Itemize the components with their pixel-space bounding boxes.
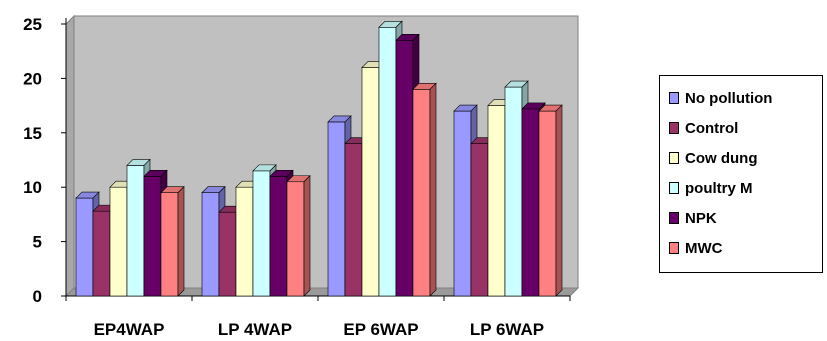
bar-side [303, 175, 311, 297]
bar-side [177, 185, 185, 297]
bar-front [538, 110, 557, 297]
legend-label: Cow dung [685, 149, 758, 167]
bar-front [92, 210, 111, 297]
bar-front [201, 192, 220, 297]
plot-side-wall [65, 14, 75, 298]
y-axis [61, 18, 67, 297]
bar-chart: 0 5 10 15 20 25 EP4WAP LP 4WAP EP 6WAP LP 6WAP [23, 14, 580, 339]
x-axis [65, 295, 571, 301]
legend-label: NPK [685, 209, 717, 227]
x-category-label: LP 4WAP [218, 320, 292, 339]
bar-front [126, 165, 145, 297]
bar-front [75, 197, 94, 297]
legend-item: Control [669, 113, 822, 143]
x-category-label: EP 6WAP [343, 320, 418, 339]
bar-front [521, 108, 540, 297]
legend-item: Cow dung [669, 143, 822, 173]
x-category-labels: EP4WAP LP 4WAP EP 6WAP LP 6WAP [94, 320, 545, 339]
bar-front [327, 121, 346, 297]
y-tick-label: 20 [23, 69, 42, 88]
bar-series-group [75, 20, 563, 297]
legend-item: MWC [669, 233, 822, 263]
legend-swatch [669, 212, 679, 224]
legend-item: NPK [669, 203, 822, 233]
bar-front [286, 181, 305, 297]
bar-front [361, 67, 380, 297]
legend-swatch [669, 182, 679, 194]
legend-label: poultry M [685, 179, 753, 197]
x-category-label: LP 6WAP [470, 320, 544, 339]
legend: No pollution Control Cow dung poultry M NPK M… [659, 75, 823, 273]
bar-front [252, 170, 271, 297]
legend-item: No pollution [669, 83, 822, 113]
bar [160, 185, 185, 297]
legend-swatch [669, 92, 679, 104]
bar [286, 175, 311, 297]
bar-front [344, 143, 363, 297]
bar-front [504, 86, 523, 297]
bar-front [378, 26, 397, 297]
bar [412, 82, 437, 297]
bar-front [470, 143, 489, 297]
y-tick-label: 10 [23, 178, 42, 197]
bar-side [429, 82, 437, 297]
bar-front [487, 105, 506, 297]
bar-front [269, 176, 288, 297]
legend-swatch [669, 122, 679, 134]
legend-swatch [669, 242, 679, 254]
y-tick-label: 25 [23, 15, 42, 34]
y-tick-label: 5 [33, 233, 42, 252]
x-category-label: EP4WAP [94, 320, 165, 339]
bar-front [395, 40, 414, 297]
legend-label: No pollution [685, 89, 773, 107]
legend-swatch [669, 152, 679, 164]
y-tick-label: 0 [33, 287, 42, 306]
bar-front [143, 176, 162, 297]
y-tick-labels: 0 5 10 15 20 25 [23, 15, 42, 306]
legend-item: poultry M [669, 173, 822, 203]
bar [538, 104, 563, 297]
legend-label: MWC [685, 239, 723, 257]
bar-front [218, 211, 237, 297]
legend-label: Control [685, 119, 739, 137]
bar-front [109, 186, 128, 297]
bar-side [555, 104, 563, 297]
bar-front [453, 110, 472, 297]
bar-front [412, 88, 431, 297]
bar-front [160, 192, 179, 297]
bar-front [235, 186, 254, 297]
y-tick-label: 15 [23, 124, 42, 143]
